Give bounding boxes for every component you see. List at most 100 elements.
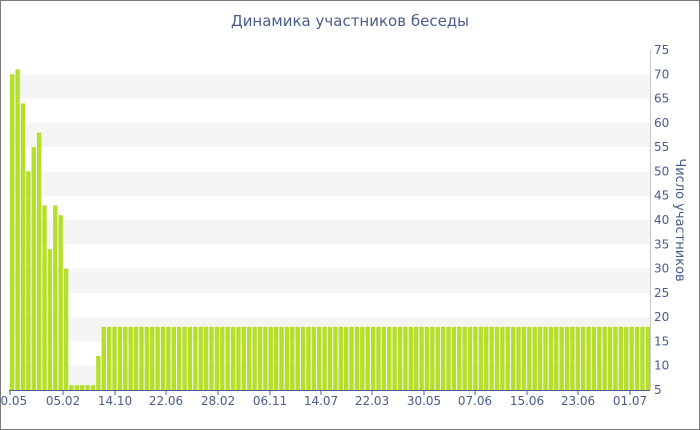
bar [290, 326, 295, 390]
bar [306, 326, 311, 390]
x-tick-label: 01.07 [613, 394, 647, 408]
bar [327, 326, 333, 390]
grid-band [9, 122, 650, 148]
bar [484, 326, 489, 390]
bar [489, 326, 494, 390]
bar [381, 326, 387, 390]
bar [63, 268, 69, 390]
bar [36, 132, 42, 390]
y-tick-label: 10 [654, 359, 669, 373]
bar [370, 326, 376, 390]
bar [413, 326, 419, 390]
x-tick-label: 06.11 [253, 394, 287, 408]
grid-band [9, 74, 650, 99]
bar [602, 326, 607, 390]
bar [607, 326, 613, 390]
y-tick-label: 15 [654, 334, 669, 348]
bar [15, 69, 20, 391]
x-tick-label: 14.07 [304, 394, 338, 408]
x-tick-labels: 30.05 05.02 14.10 22.06 28.02 06.11 14.07 22.03… [0, 390, 647, 408]
bar [397, 326, 403, 390]
bar [225, 326, 230, 390]
bar [349, 326, 354, 390]
bar [311, 326, 317, 390]
bar [209, 326, 214, 390]
bar [230, 326, 236, 390]
bar [478, 326, 484, 390]
x-tick-label: 30.05 [407, 394, 441, 408]
y-tick-label: 25 [654, 286, 669, 300]
y-tick-label: 75 [654, 43, 669, 57]
y-tick-label: 40 [654, 213, 669, 227]
y-tick-label: 5 [654, 383, 662, 397]
y-tick-label: 60 [654, 116, 669, 130]
bar [467, 326, 473, 390]
bar [424, 326, 430, 390]
y-tick-label: 35 [654, 237, 669, 251]
y-tick-label: 50 [654, 164, 669, 178]
bar [26, 171, 31, 390]
bar [343, 326, 349, 390]
bar [295, 326, 300, 390]
bars [10, 69, 650, 391]
x-tick-label: 15.06 [510, 394, 544, 408]
bar [123, 326, 128, 390]
bar [591, 326, 597, 390]
bar [182, 326, 187, 390]
bar [74, 385, 80, 390]
bar [500, 326, 505, 390]
bar [20, 103, 26, 391]
bar [640, 326, 645, 390]
bar [360, 326, 365, 390]
bar [101, 326, 106, 390]
bar [338, 326, 343, 390]
bar [570, 326, 575, 390]
bar [543, 326, 548, 390]
bar [408, 326, 413, 390]
bar [273, 326, 279, 390]
bar [42, 205, 47, 390]
bar [613, 326, 618, 390]
bar [597, 326, 602, 390]
y-tick-label: 30 [654, 262, 669, 276]
bar [521, 326, 527, 390]
bar [155, 326, 160, 390]
bar [586, 326, 591, 390]
bar [133, 326, 139, 390]
bar [580, 326, 586, 390]
bar [403, 326, 408, 390]
y-tick-labels: 5 10 15 20 25 30 35 40 45 50 55 60 65 70 75 [654, 43, 669, 397]
bar [376, 326, 381, 390]
bar [365, 326, 370, 390]
bar [624, 326, 629, 390]
bar [128, 326, 133, 390]
bar [462, 326, 467, 390]
bar [333, 326, 338, 390]
bar [554, 326, 559, 390]
bar [112, 326, 117, 390]
bar [268, 326, 273, 390]
bar [322, 326, 327, 390]
bar [203, 326, 209, 390]
y-axis-label: Число участников [672, 158, 687, 281]
bar [510, 326, 516, 390]
x-tick-label: 23.06 [561, 394, 595, 408]
bar [214, 326, 220, 390]
bar [47, 249, 53, 390]
y-tick-label: 70 [654, 67, 669, 81]
bar [505, 326, 510, 390]
bar [548, 326, 554, 390]
bar [527, 326, 532, 390]
bar [198, 326, 203, 390]
bar [171, 326, 176, 390]
bar [53, 205, 58, 390]
bar [252, 326, 257, 390]
bar [160, 326, 166, 390]
bar [241, 326, 247, 390]
bar [176, 326, 182, 390]
bar [430, 326, 435, 390]
bar [257, 326, 263, 390]
bar [494, 326, 500, 390]
y-tick-label: 55 [654, 140, 669, 154]
